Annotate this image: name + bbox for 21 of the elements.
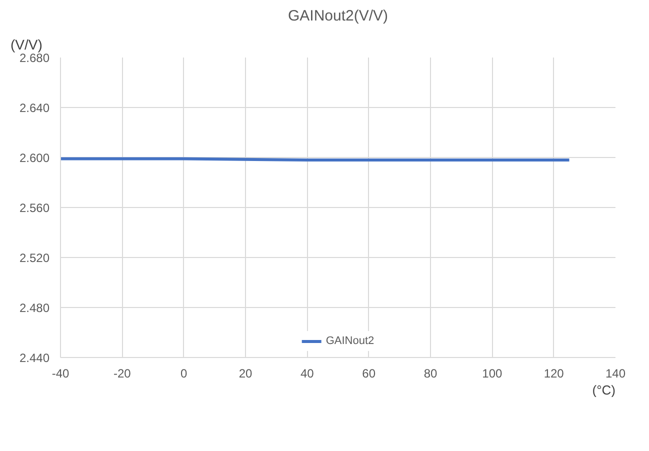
chart-title: GAINout2(V/V) [288,8,388,24]
y-tick-label: 2.440 [19,351,50,365]
x-tick-label: 140 [605,366,626,380]
y-tick-label: 2.560 [19,201,50,215]
x-tick-label: -20 [113,366,132,380]
y-axis-title: (V/V) [10,36,42,52]
legend-label: GAINout2 [326,335,374,347]
y-tick-label: 2.520 [19,251,50,265]
x-axis-title: (°C) [592,382,616,398]
x-tick-label: 40 [300,366,314,380]
x-tick-label: -40 [52,366,70,380]
y-tick-label: 2.680 [19,51,50,65]
x-tick-label: 0 [180,366,188,380]
x-tick-label: 120 [544,366,564,380]
x-tick-label: 60 [362,366,376,380]
y-tick-label: 2.600 [19,151,50,165]
x-tick-label: 20 [238,366,252,380]
x-tick-label: 100 [482,366,503,380]
x-tick-label: 80 [424,366,438,380]
y-tick-label: 2.480 [19,301,50,315]
y-tick-label: 2.640 [19,101,50,115]
